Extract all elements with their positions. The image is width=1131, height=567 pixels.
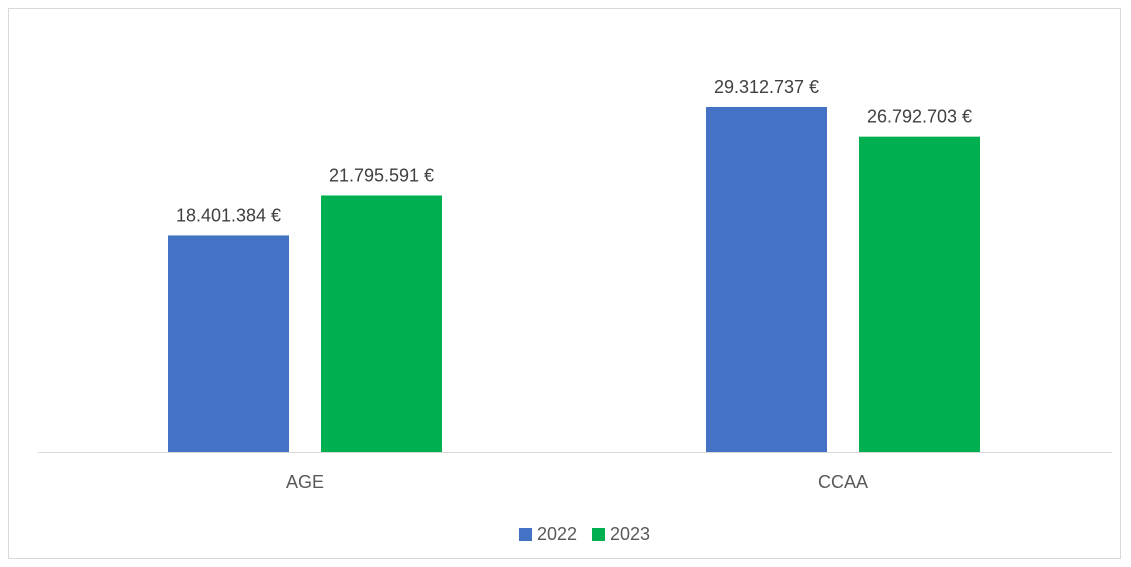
data-label-ccaa-2023: 26.792.703 € xyxy=(867,107,972,127)
category-label-age: AGE xyxy=(286,472,324,492)
chart-frame: 18.401.384 € 21.795.591 € AGE 29.312.737 € 2… xyxy=(8,8,1121,559)
bar-age-2023 xyxy=(321,195,442,453)
data-label-age-2022: 18.401.384 € xyxy=(176,205,281,225)
bar-age-2022 xyxy=(168,235,289,452)
data-label-age-2023: 21.795.591 € xyxy=(329,165,434,185)
legend-label-2023: 2023 xyxy=(610,524,650,544)
bar-ccaa-2023 xyxy=(859,136,980,452)
legend-swatch-2022 xyxy=(519,528,532,541)
legend-label-2022: 2022 xyxy=(537,524,577,544)
bar-ccaa-2022 xyxy=(706,107,827,452)
data-label-ccaa-2022: 29.312.737 € xyxy=(714,77,819,97)
bar-chart: 18.401.384 € 21.795.591 € AGE 29.312.737 € 2… xyxy=(38,77,1112,544)
category-label-ccaa: CCAA xyxy=(818,472,868,492)
legend-swatch-2023 xyxy=(592,528,605,541)
